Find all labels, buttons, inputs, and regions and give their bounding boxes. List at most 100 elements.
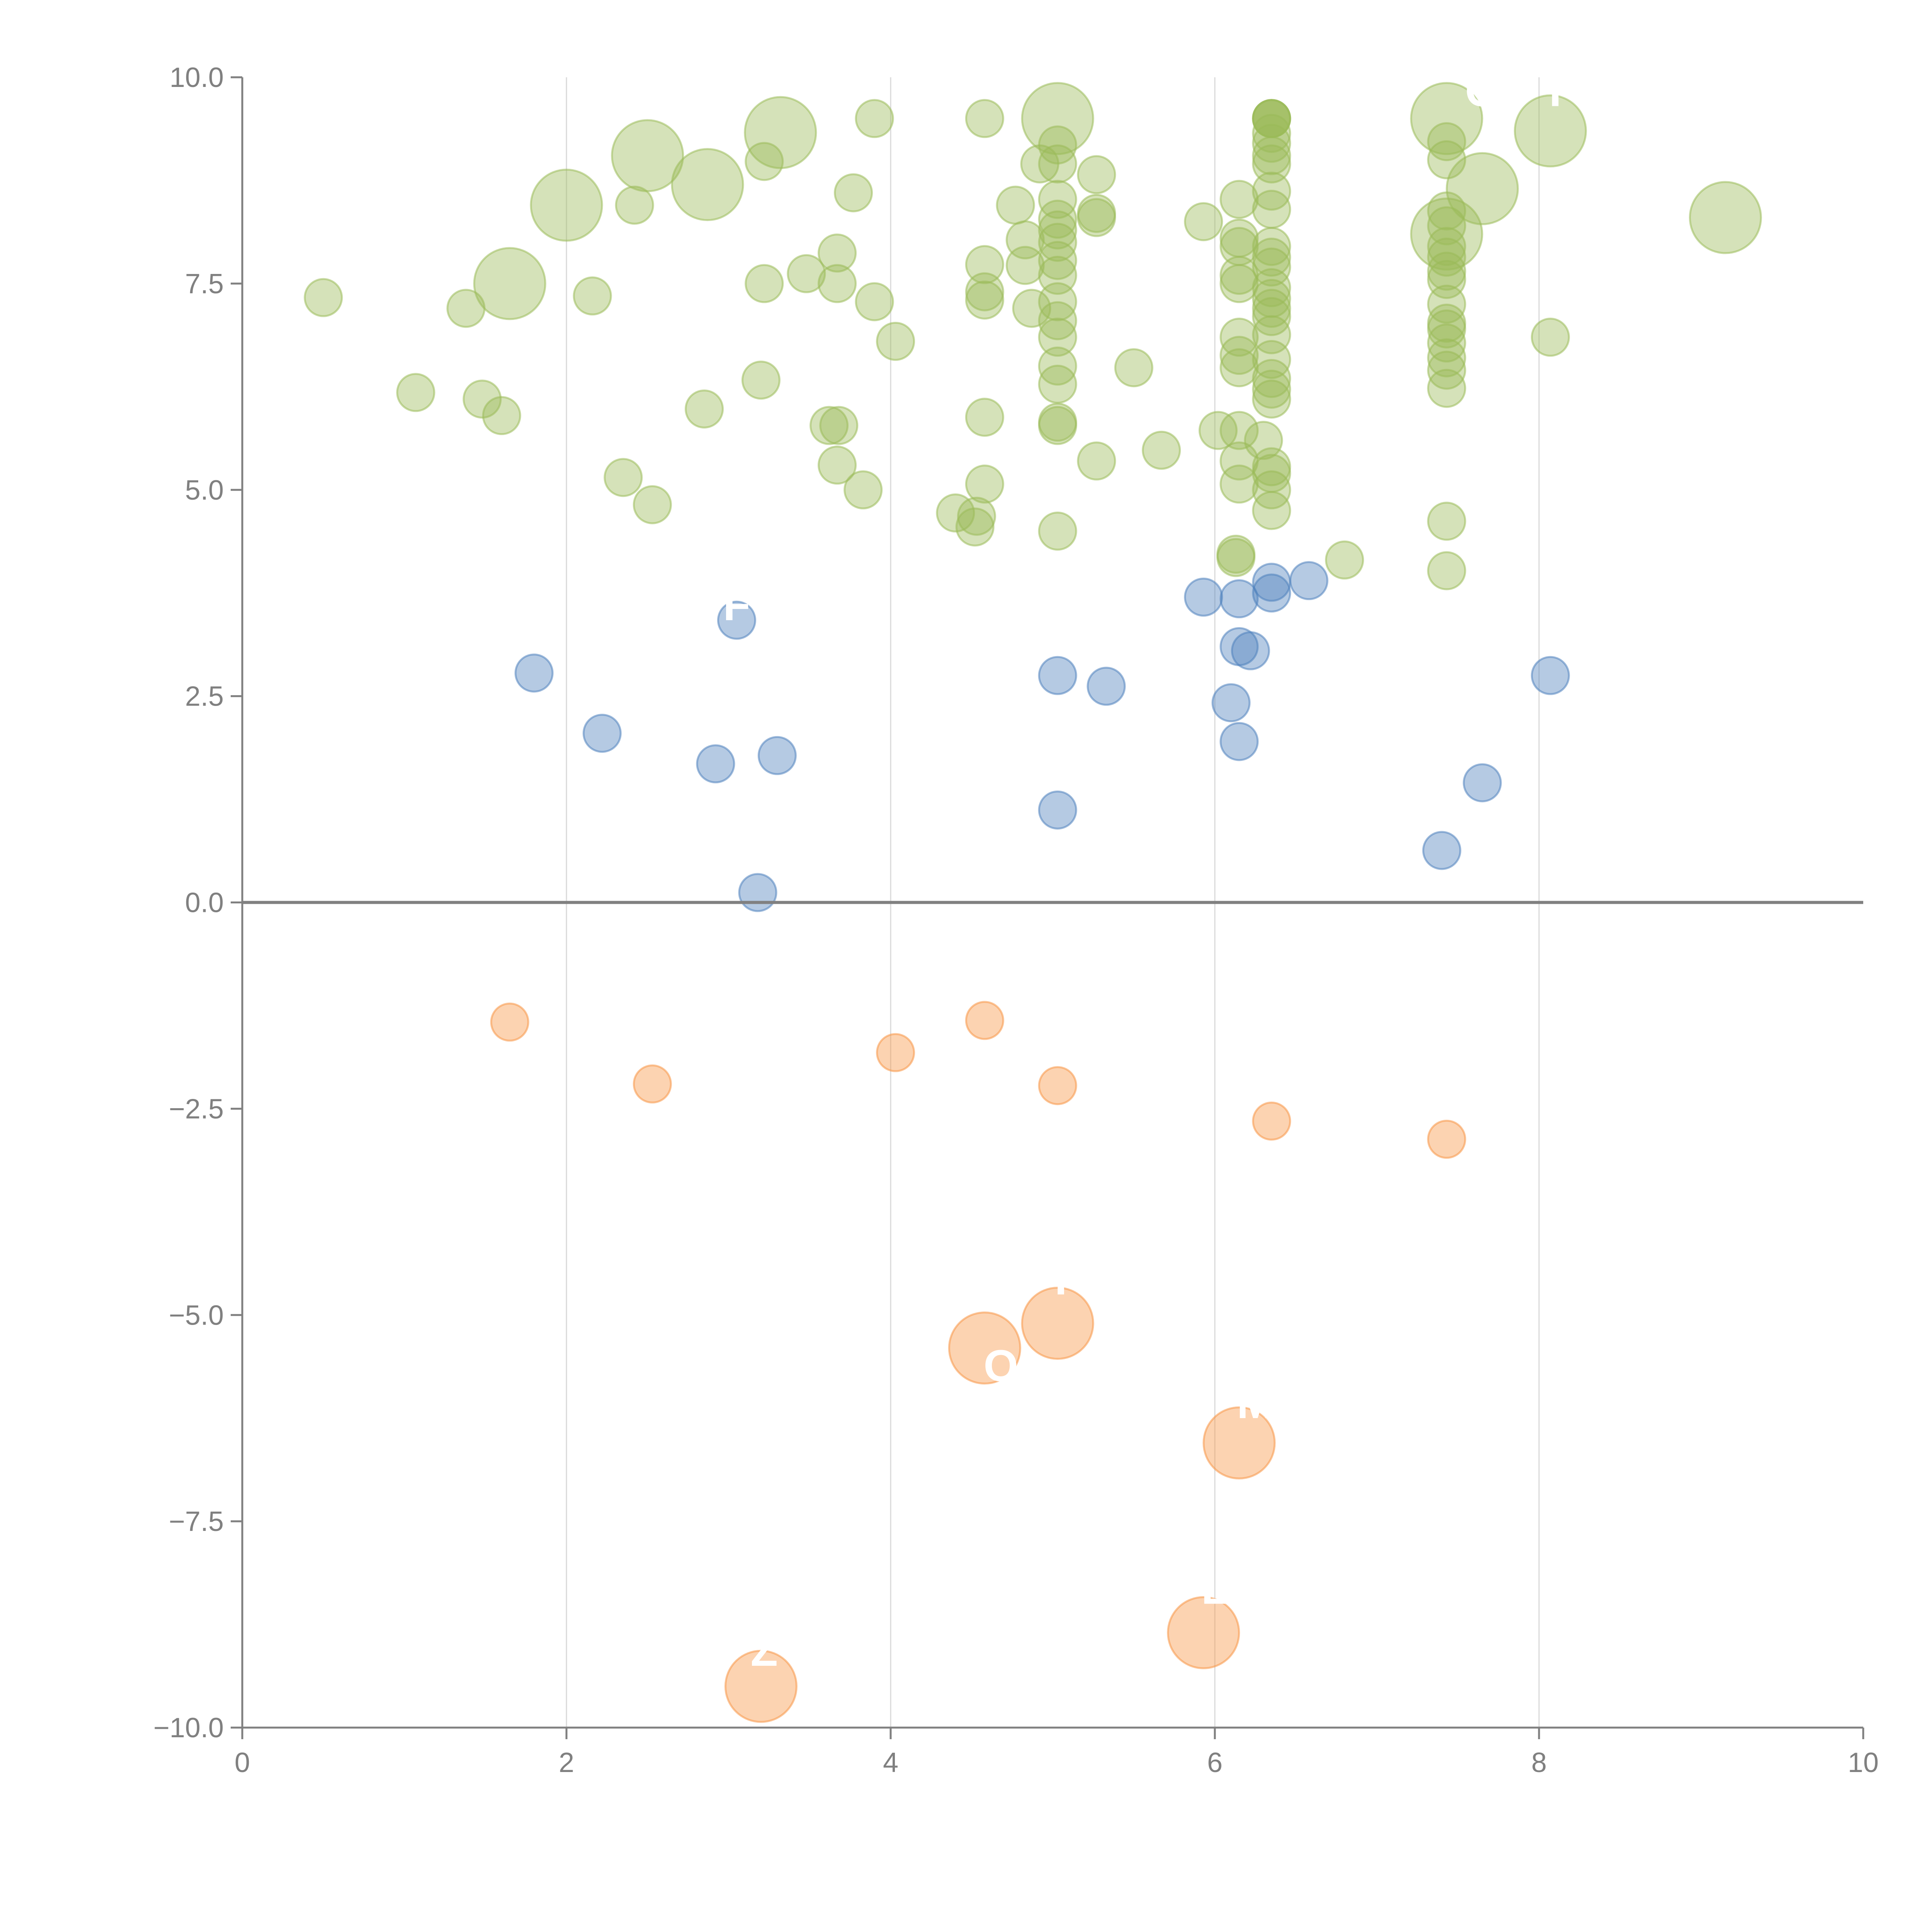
data-point [1252, 144, 1291, 184]
point-label: L [1201, 1564, 1228, 1614]
data-point [1427, 502, 1466, 541]
point-label: Z [751, 1626, 778, 1675]
data-point [1038, 223, 1077, 262]
data-point [738, 873, 777, 912]
data-point [1012, 289, 1051, 328]
data-point [1219, 318, 1259, 357]
data-point [1231, 631, 1270, 670]
data-point [1410, 82, 1483, 155]
data-point [717, 600, 756, 640]
data-point [1463, 763, 1502, 803]
data-point [1427, 227, 1466, 266]
data-point [1077, 194, 1116, 233]
data-point [965, 281, 1004, 320]
data-point [1184, 202, 1223, 242]
data-point [1252, 379, 1291, 419]
axes: 10.0 7.5 5.0 2.5 0.0 −2.5 −5.0 −7.5 −10.0 0 2 4 6 8 10 [153, 62, 1879, 1778]
data-point [965, 99, 1004, 138]
data-point [1427, 260, 1466, 299]
data-point [633, 485, 672, 524]
data-point [1021, 1287, 1094, 1360]
data-point [530, 168, 603, 242]
point-label: O [984, 1341, 1018, 1391]
data-point [1427, 1119, 1466, 1159]
x-tick-label: 10 [1848, 1747, 1879, 1778]
data-point [1514, 94, 1587, 168]
x-tick-label: 2 [559, 1747, 574, 1778]
data-point [844, 470, 883, 510]
data-point [1038, 180, 1077, 219]
data-point [1531, 656, 1570, 695]
data-point [1252, 1101, 1291, 1141]
y-tick-label: 7.5 [185, 269, 224, 299]
data-point [685, 389, 724, 429]
data-point [1427, 238, 1466, 277]
data-point [1038, 318, 1077, 357]
data-point [1427, 206, 1466, 245]
data-point [396, 373, 435, 412]
x-tick-label: 0 [235, 1747, 250, 1778]
data-point [1219, 348, 1259, 388]
data-point [1038, 199, 1077, 239]
point-label: F [723, 580, 750, 630]
data-point [1252, 279, 1291, 318]
data-point [473, 247, 546, 320]
data-point [1325, 540, 1364, 580]
data-point [965, 245, 1004, 284]
data-point [1038, 346, 1077, 386]
data-point [1038, 256, 1077, 295]
data-point [1252, 289, 1291, 328]
data-point [1446, 152, 1519, 225]
data-point [996, 185, 1035, 225]
data-point [965, 272, 1004, 311]
data-point [1038, 210, 1077, 250]
data-point [1219, 180, 1259, 219]
data-point [1244, 421, 1283, 460]
x-tick-label: 8 [1531, 1747, 1547, 1778]
point-label: T [1542, 66, 1569, 116]
data-point [1038, 403, 1077, 442]
data-point [573, 276, 612, 316]
data-point [1077, 441, 1116, 481]
data-point [955, 507, 995, 547]
y-tick-label: 2.5 [185, 681, 224, 712]
data-point [304, 278, 343, 317]
data-point [1184, 577, 1223, 617]
data-point [1252, 99, 1291, 138]
data-point [1038, 125, 1077, 165]
data-point [1219, 411, 1259, 450]
y-tick-label: 0.0 [185, 888, 224, 918]
data-point [1422, 831, 1461, 870]
data-point [611, 119, 684, 192]
data-point [490, 1002, 529, 1042]
data-point [948, 1311, 1021, 1385]
data-point [604, 458, 643, 497]
data-point [1038, 512, 1077, 551]
data-point [819, 406, 859, 445]
data-point [1252, 573, 1291, 613]
data-points [304, 82, 1762, 1723]
data-point [1252, 238, 1291, 277]
x-tick-label: 4 [883, 1747, 898, 1778]
data-point [965, 464, 1004, 504]
data-point [1038, 1066, 1077, 1105]
data-point [1252, 369, 1291, 409]
data-point [855, 99, 894, 138]
y-tick-label: −5.0 [169, 1300, 224, 1331]
x-tick-label: 6 [1207, 1747, 1223, 1778]
data-point [1427, 122, 1466, 162]
data-point [876, 1033, 915, 1072]
data-point [744, 96, 817, 169]
point-label: O [1465, 66, 1499, 116]
data-point [1252, 227, 1291, 266]
data-point [615, 185, 654, 225]
data-point [855, 282, 894, 321]
data-point [514, 653, 554, 693]
data-point [810, 406, 849, 445]
data-point [1252, 247, 1291, 287]
data-point [1427, 350, 1466, 390]
data-point [671, 148, 744, 221]
data-point [1219, 464, 1259, 504]
